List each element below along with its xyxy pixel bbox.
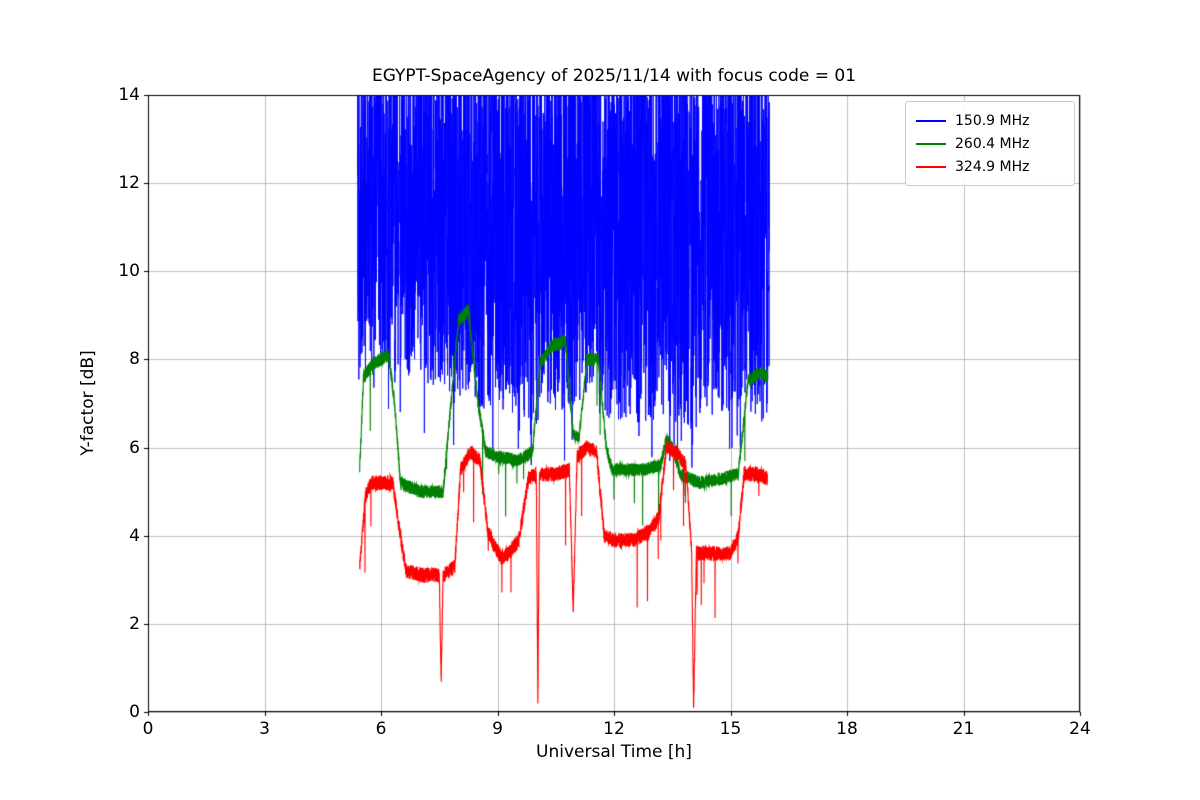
x-tick-label: 6 <box>375 719 387 739</box>
legend-label: 260.4 MHz <box>955 135 1030 152</box>
x-tick-label: 9 <box>492 719 503 739</box>
y-axis-label: Y-factor [dB] <box>78 350 98 456</box>
y-tick-label: 6 <box>129 437 140 458</box>
x-axis-label: Universal Time [h] <box>536 742 692 762</box>
legend-line-swatch <box>916 142 946 145</box>
legend-label: 324.9 MHz <box>955 158 1030 175</box>
x-tick-label: 24 <box>1069 719 1091 739</box>
chart-title: EGYPT-SpaceAgency of 2025/11/14 with foc… <box>371 66 857 86</box>
legend-item-0: 150.9 MHz <box>916 109 1064 132</box>
legend-item-2: 324.9 MHz <box>916 155 1064 178</box>
y-tick-label: 10 <box>118 261 140 282</box>
x-tick-label: 12 <box>603 719 625 739</box>
legend-item-1: 260.4 MHz <box>916 132 1064 155</box>
y-tick-label: 0 <box>129 702 140 722</box>
y-tick-label: 12 <box>118 173 140 194</box>
legend-line-swatch <box>916 119 946 122</box>
y-tick-label: 2 <box>129 613 140 634</box>
x-tick-label: 21 <box>952 719 975 739</box>
legend-line-swatch <box>916 165 946 168</box>
y-tick-label: 14 <box>118 85 140 105</box>
x-tick-label: 0 <box>142 719 154 739</box>
x-tick-label: 18 <box>836 719 858 739</box>
x-tick-label: 3 <box>259 719 270 739</box>
legend: 150.9 MHz 260.4 MHz 324.9 MHz <box>905 101 1075 186</box>
y-tick-label: 8 <box>129 349 140 370</box>
legend-label: 150.9 MHz <box>955 112 1030 129</box>
x-tick-label: 15 <box>719 719 742 739</box>
y-tick-label: 4 <box>129 525 140 546</box>
